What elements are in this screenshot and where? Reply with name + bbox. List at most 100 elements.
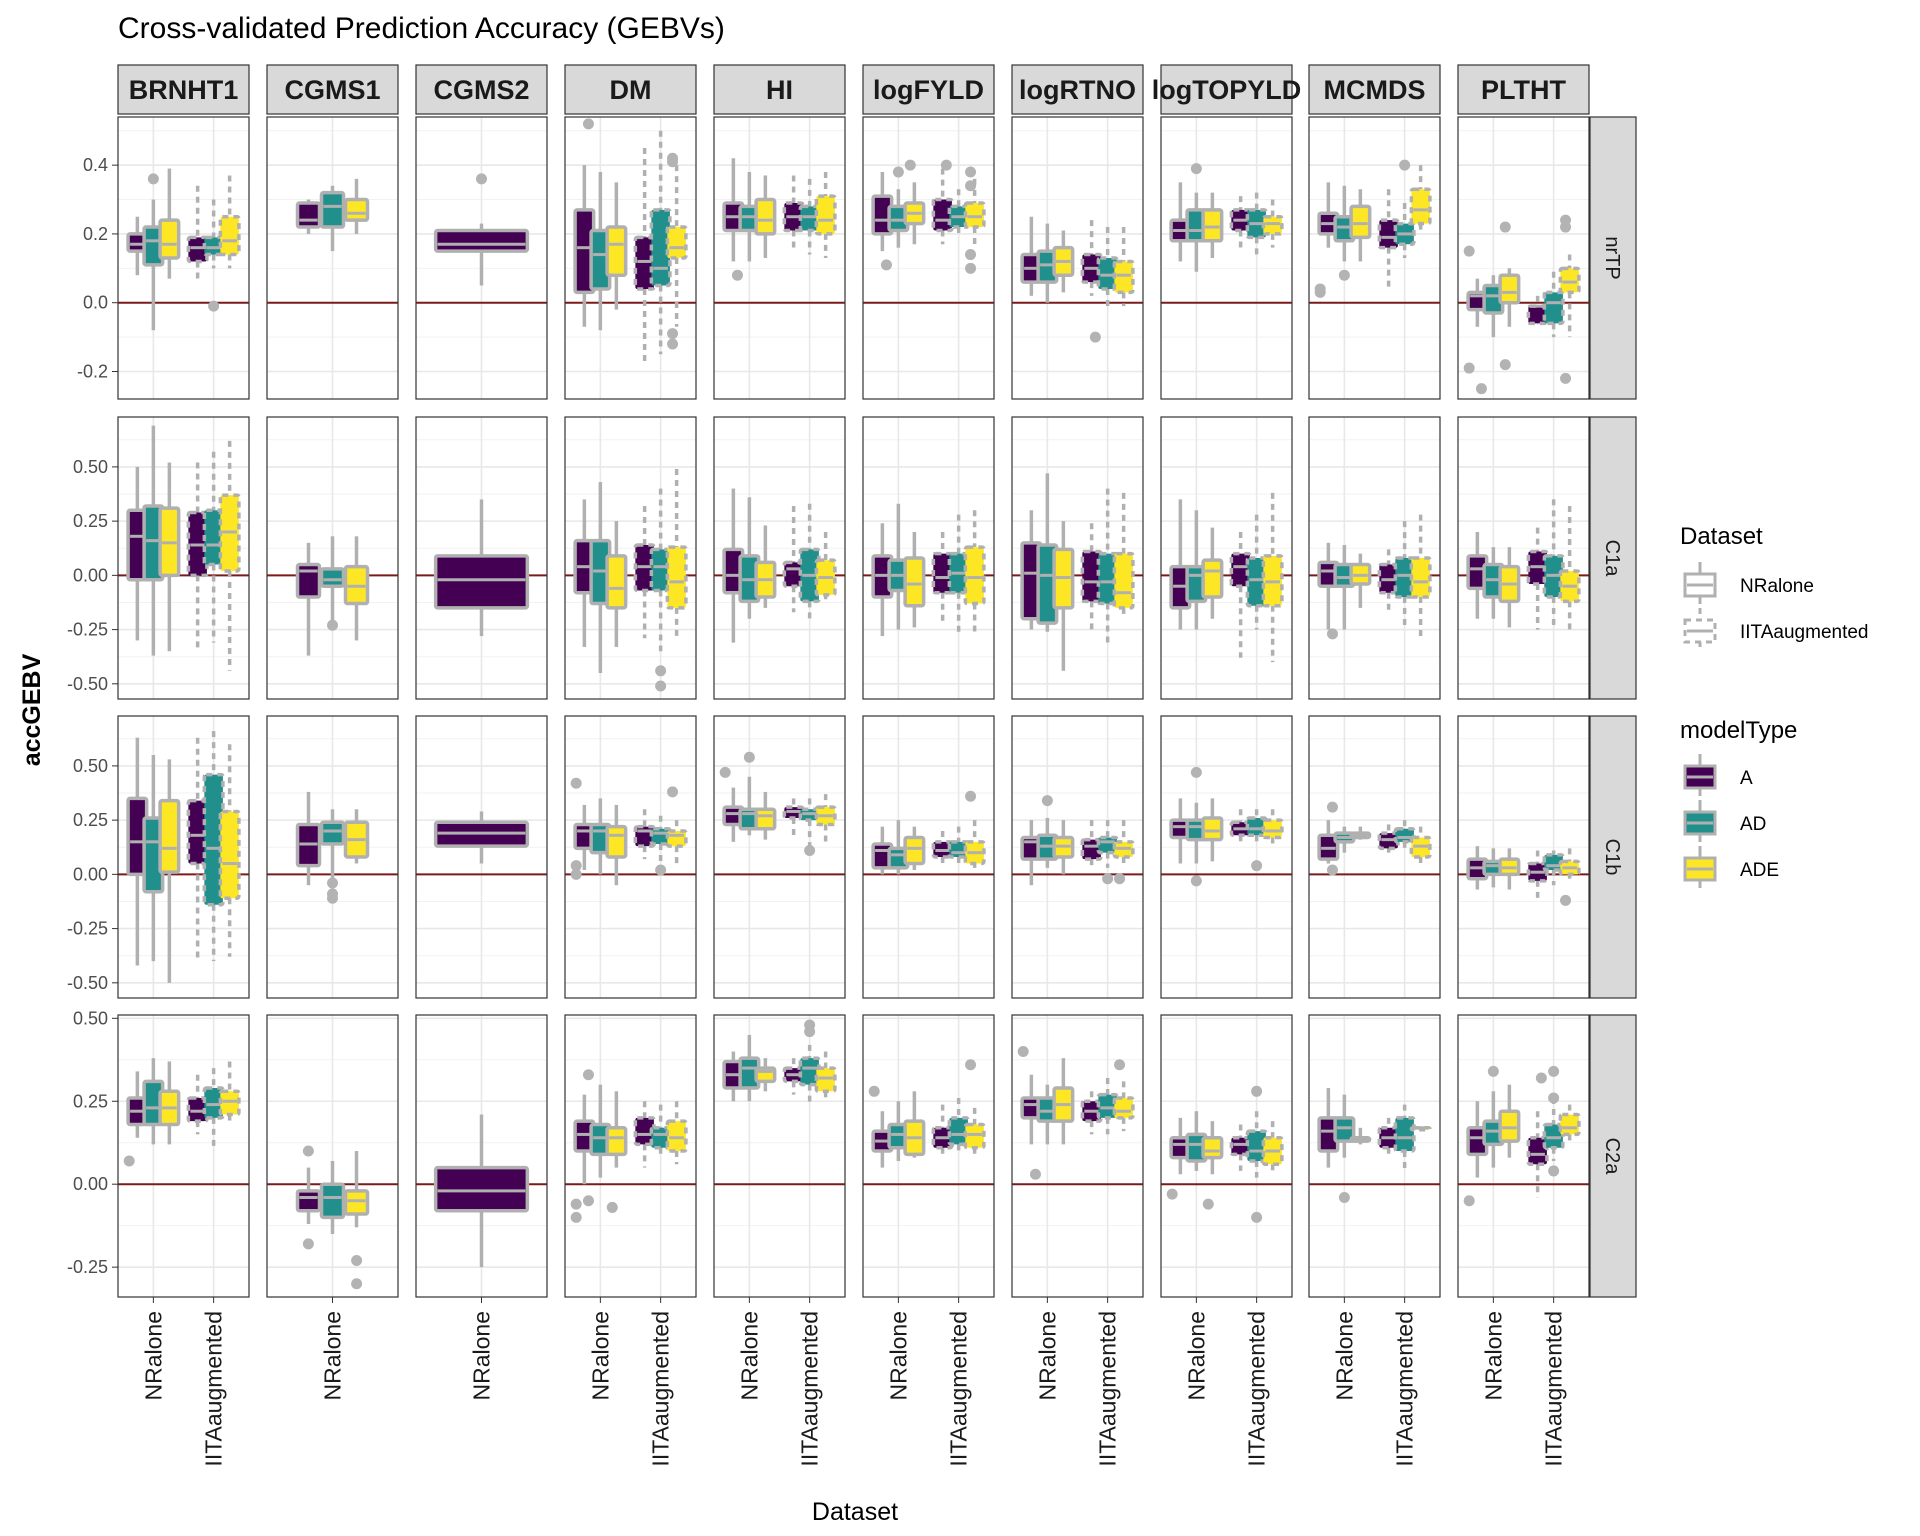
x-tick-label: NRalone <box>1331 1311 1357 1401</box>
y-tick-label: 0.25 <box>73 511 108 531</box>
box-iqr <box>1229 551 1252 588</box>
column-strip <box>117 64 250 115</box>
outlier-point <box>655 665 667 677</box>
panel-background <box>1161 117 1292 399</box>
outlier-point <box>804 844 816 856</box>
panel-content <box>267 716 398 998</box>
outlier-point <box>1089 331 1101 343</box>
facet-panel <box>1011 715 1144 999</box>
outlier-point <box>1399 159 1411 171</box>
y-tick-label: 0.50 <box>73 457 108 477</box>
outlier-point <box>1190 163 1202 175</box>
panel-content <box>1161 716 1292 998</box>
facet-panel <box>564 116 697 400</box>
outlier-point <box>327 619 338 631</box>
box-iqr <box>186 235 209 264</box>
box-iqr <box>433 554 530 610</box>
box-iqr <box>903 556 926 608</box>
box-iqr <box>963 1122 986 1150</box>
panel-content <box>1012 117 1143 399</box>
panel-content <box>118 1015 249 1297</box>
box-iqr <box>1558 1112 1581 1137</box>
outlier-point <box>1102 873 1114 885</box>
y-tick-label: 0.00 <box>73 1174 108 1194</box>
outlier-point <box>965 1059 977 1071</box>
row-strip <box>1589 1014 1637 1298</box>
outlier-point <box>570 777 582 789</box>
box-iqr <box>1261 214 1284 236</box>
panel-border <box>713 715 846 999</box>
box-iqr <box>947 1116 970 1147</box>
outlier-point <box>582 1069 594 1081</box>
outlier-point <box>351 1255 363 1267</box>
facet-panel <box>1011 1014 1144 1298</box>
facet-panel <box>564 715 697 999</box>
outlier-point <box>1499 221 1511 233</box>
y-tick-label: 0.50 <box>73 1008 108 1028</box>
box-iqr <box>1349 204 1372 240</box>
panel-border <box>1308 416 1441 700</box>
y-tick-label: 0.4 <box>83 155 108 175</box>
outlier-point <box>1251 1085 1263 1097</box>
panel-border <box>713 1014 846 1298</box>
panel-content <box>1012 716 1143 998</box>
row-strip <box>1589 416 1637 700</box>
box-iqr <box>158 218 181 260</box>
chart-title: Cross-validated Prediction Accuracy (GEB… <box>118 12 725 45</box>
box-iqr <box>903 835 926 866</box>
panel-border <box>564 116 697 400</box>
outlier-point <box>1560 372 1572 384</box>
column-strip-label: logRTNO <box>1019 75 1136 105</box>
box-iqr <box>1245 556 1268 608</box>
panel-content <box>863 417 994 699</box>
facet-panel <box>1160 1014 1293 1298</box>
box-iqr <box>1080 549 1103 604</box>
panel-content <box>267 417 398 699</box>
outlier-point <box>667 156 679 168</box>
y-axis-title: accGEBV <box>18 653 46 766</box>
panel-content <box>416 716 547 998</box>
panel-border <box>1308 1014 1441 1298</box>
facet-panel <box>266 116 399 400</box>
column-strip-label: CGMS1 <box>284 75 380 105</box>
panel-content <box>565 716 696 998</box>
facet-panel <box>1160 416 1293 700</box>
box-iqr <box>202 508 225 567</box>
row-strip <box>1589 116 1637 400</box>
outlier-point <box>327 892 338 904</box>
panel-border <box>862 416 995 700</box>
facet-panel <box>1160 116 1293 400</box>
outlier-point <box>804 1026 816 1038</box>
box-iqr <box>931 197 954 233</box>
legend-label-dataset: NRalone <box>1740 576 1814 597</box>
outlier-point <box>655 864 667 876</box>
panel-content <box>1012 1015 1143 1297</box>
outlier-point <box>868 1085 880 1097</box>
outlier-point <box>582 118 594 130</box>
panel-border <box>1160 1014 1293 1298</box>
x-axis-title: Dataset <box>812 1498 898 1526</box>
panel-content <box>863 117 994 399</box>
outlier-point <box>904 159 916 171</box>
box-iqr <box>319 567 346 588</box>
box-iqr <box>1112 259 1135 295</box>
panel-border <box>713 116 846 400</box>
outlier-point <box>655 680 667 692</box>
legend-label-modeltype: ADE <box>1740 860 1779 881</box>
row-strip-label: C1b <box>1601 839 1623 876</box>
outlier-point <box>1041 795 1053 807</box>
facet-panel <box>117 416 250 700</box>
panel-background <box>1458 716 1589 998</box>
facet-panel <box>862 416 995 700</box>
outlier-point <box>1338 269 1350 281</box>
panel-border <box>1457 116 1590 400</box>
panel-content <box>1161 417 1292 699</box>
outlier-point <box>965 262 977 274</box>
panel-border <box>117 416 250 700</box>
panel-border <box>1457 715 1590 999</box>
panel-border <box>266 416 399 700</box>
box-iqr <box>754 197 777 236</box>
outlier-point <box>1475 383 1487 395</box>
box-iqr <box>605 1126 628 1157</box>
box-iqr <box>1526 1136 1549 1167</box>
